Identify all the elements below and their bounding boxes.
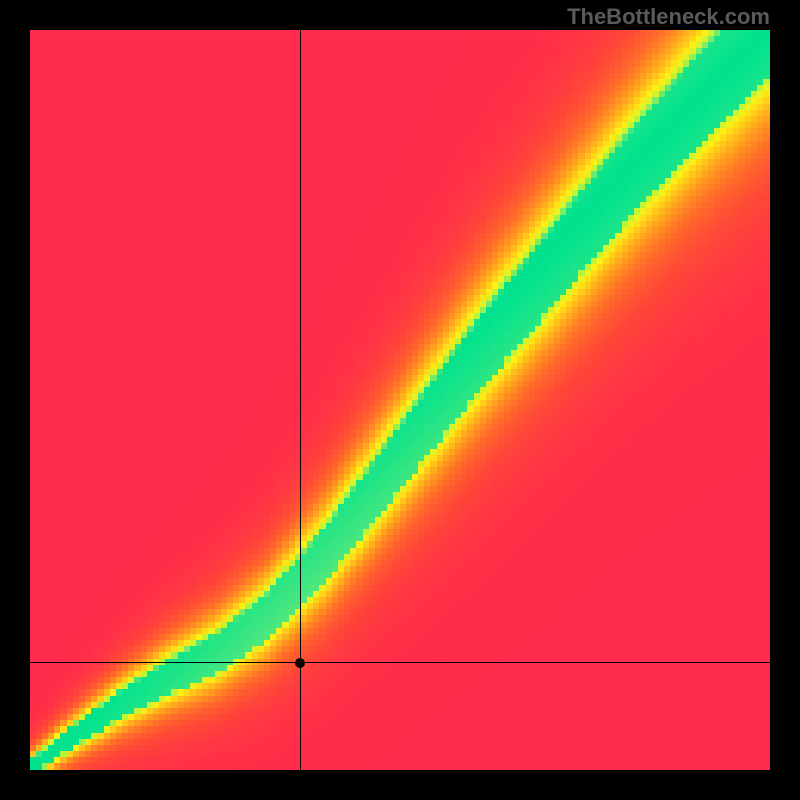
data-point-marker: [295, 658, 305, 668]
chart-container: TheBottleneck.com: [0, 0, 800, 800]
bottleneck-heatmap: [30, 30, 770, 770]
crosshair-horizontal: [30, 662, 770, 663]
watermark-text: TheBottleneck.com: [567, 4, 770, 30]
